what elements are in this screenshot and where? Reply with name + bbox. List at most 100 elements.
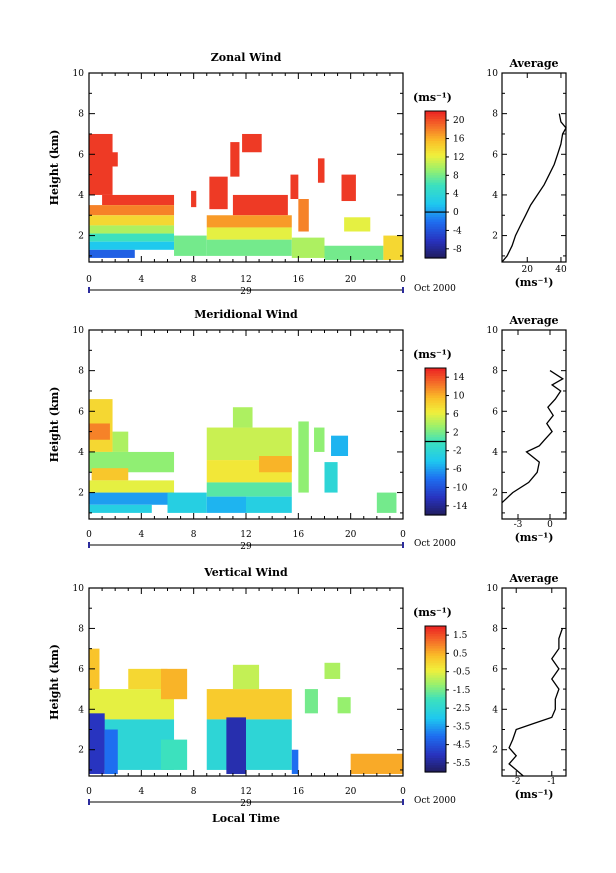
- profile-y-tick-label: 8: [492, 367, 498, 377]
- y-tick-label: 8: [78, 367, 84, 377]
- colorbar-segment: [425, 742, 446, 746]
- colorbar-segment: [425, 201, 446, 205]
- x-axis-label: Local Time: [212, 812, 280, 825]
- colorbar-segment: [425, 463, 446, 467]
- heatmap-cell: [290, 174, 299, 199]
- heatmap-cell: [206, 239, 292, 256]
- colorbar-tick-label: 12: [453, 153, 464, 163]
- heatmap-cell: [232, 407, 253, 428]
- colorbar-segment: [425, 218, 446, 222]
- profile-y-tick-label: 4: [492, 448, 498, 458]
- colorbar-segment: [425, 125, 446, 129]
- colorbar-segment: [425, 140, 446, 144]
- colorbar-tick-label: 16: [453, 135, 465, 145]
- panel-1: [88, 329, 567, 548]
- colorbar-segment: [425, 135, 446, 139]
- profile-frame: [501, 72, 567, 263]
- heatmap-cell: [89, 249, 135, 258]
- profile-title: Average: [508, 314, 558, 327]
- heatmap-cell: [232, 664, 260, 690]
- y-axis-label: Height (km): [48, 644, 61, 720]
- colorbar-segment: [425, 759, 446, 763]
- colorbar-segment: [425, 213, 446, 217]
- x-tick-label: 0: [400, 787, 406, 797]
- colorbar-segment: [425, 650, 446, 654]
- colorbar-segment: [425, 764, 446, 768]
- colorbar-segment: [425, 238, 446, 242]
- colorbar-tick-label: -1.5: [453, 686, 471, 696]
- colorbar-segment: [425, 647, 446, 651]
- colorbar-segment: [425, 223, 446, 227]
- x-tick-label: 0: [400, 275, 406, 285]
- colorbar-segment: [425, 233, 446, 237]
- colorbar-segment: [425, 640, 446, 644]
- colorbar-segment: [425, 713, 446, 717]
- colorbar-segment: [425, 735, 446, 739]
- colorbar-segment: [425, 111, 446, 115]
- colorbar-segment: [425, 375, 446, 379]
- y-tick-label: 8: [78, 624, 84, 634]
- colorbar-segment: [425, 723, 446, 727]
- colorbar-segment: [425, 194, 446, 198]
- colorbar-segment: [425, 718, 446, 722]
- heatmap-cell: [89, 423, 110, 440]
- colorbar-segment: [425, 226, 446, 230]
- profile-y-tick-label: 8: [492, 624, 498, 634]
- colorbar-segment: [425, 456, 446, 460]
- x-tick-label: 12: [240, 787, 251, 797]
- profile-x-tick-label: -3: [514, 520, 523, 530]
- y-tick-label: 2: [78, 232, 84, 242]
- x-tick-label: 12: [240, 275, 251, 285]
- colorbar-segment: [425, 672, 446, 676]
- heatmap-cell: [206, 227, 292, 240]
- colorbar-segment: [425, 475, 446, 479]
- x-tick-label: 20: [345, 787, 357, 797]
- colorbar-segment: [425, 492, 446, 496]
- colorbar-segment: [425, 248, 446, 252]
- heatmap-cell: [259, 456, 292, 473]
- colorbar-segment: [425, 497, 446, 501]
- colorbar-segment: [425, 404, 446, 408]
- profile-y-tick-label: 6: [492, 407, 498, 417]
- colorbar-tick-label: 0.5: [453, 649, 468, 659]
- colorbar-segment: [425, 429, 446, 433]
- heatmap-cell: [298, 421, 309, 493]
- colorbar-segment: [425, 253, 446, 257]
- colorbar-segment: [425, 182, 446, 186]
- x-tick-label: 8: [191, 275, 197, 285]
- colorbar-segment: [425, 209, 446, 213]
- colorbar-tick-label: 10: [453, 392, 465, 402]
- colorbar-segment: [425, 655, 446, 659]
- colorbar-tick-label: -0.5: [453, 668, 471, 678]
- heatmap-cell: [102, 194, 175, 206]
- colorbar-segment: [425, 179, 446, 183]
- colorbar-segment: [425, 421, 446, 425]
- heatmap-cell: [191, 190, 197, 208]
- colorbar-segment: [425, 461, 446, 465]
- profile-y-tick-label: 4: [492, 191, 498, 201]
- colorbar-segment: [425, 711, 446, 715]
- y-tick-label: 2: [78, 489, 84, 499]
- y-axis-label: Height (km): [48, 130, 61, 206]
- colorbar-segment: [425, 495, 446, 499]
- date-label: Oct 2000: [414, 539, 456, 549]
- colorbar-segment: [425, 402, 446, 406]
- heatmap-cell: [350, 753, 403, 774]
- colorbar-segment: [425, 206, 446, 210]
- date-label: Oct 2000: [414, 284, 456, 294]
- colorbar-segment: [425, 660, 446, 664]
- profile-x-label: (ms⁻¹): [515, 531, 554, 544]
- heatmap-cell: [89, 133, 113, 195]
- colorbar-tick-label: 20: [453, 116, 465, 126]
- y-tick-label: 10: [73, 584, 85, 594]
- colorbar-segment: [425, 392, 446, 396]
- heatmap-cell: [89, 480, 175, 493]
- colorbar-segment: [425, 470, 446, 474]
- colorbar-tick-label: -10: [453, 483, 468, 493]
- heatmap-cell: [314, 427, 325, 452]
- profile-y-tick-label: 2: [492, 746, 498, 756]
- x-tick-label: 16: [293, 787, 305, 797]
- colorbar-tick-label: -2.5: [453, 704, 471, 714]
- colorbar-segment: [425, 500, 446, 504]
- colorbar-segment: [425, 696, 446, 700]
